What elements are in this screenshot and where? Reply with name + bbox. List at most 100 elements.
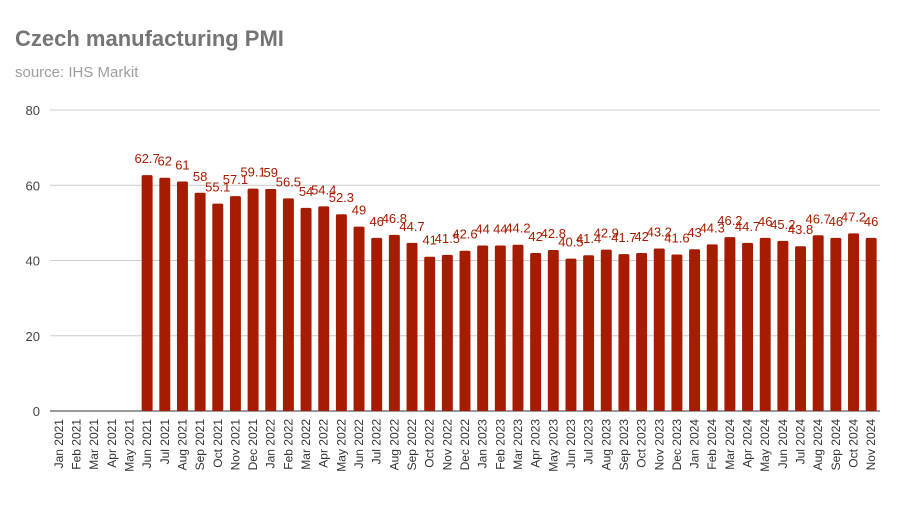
data-label: 46.7 <box>806 211 831 226</box>
x-tick-label: Apr 2022 <box>317 419 331 468</box>
bar <box>671 254 683 411</box>
x-tick-label: Dec 2022 <box>458 419 472 471</box>
bar <box>512 244 524 411</box>
bar <box>777 240 789 411</box>
bar <box>724 237 736 411</box>
x-tick-label: Jan 2024 <box>688 419 702 469</box>
bar <box>865 237 877 411</box>
x-tick-label: Oct 2022 <box>423 419 437 468</box>
data-label: 46.2 <box>717 213 742 228</box>
x-tick-label: Dec 2021 <box>246 419 260 471</box>
x-tick-label: Jan 2022 <box>264 419 278 469</box>
x-tick-label: May 2022 <box>334 419 348 472</box>
bar <box>212 203 224 411</box>
x-tick-label: Aug 2024 <box>811 419 825 471</box>
bar <box>441 254 453 411</box>
data-label: 59 <box>264 165 278 180</box>
x-tick-label: Oct 2023 <box>635 419 649 468</box>
data-label: 42.8 <box>541 226 566 241</box>
y-tick-label: 80 <box>26 103 40 118</box>
data-label: 58 <box>193 169 207 184</box>
x-tick-label: Mar 2024 <box>723 419 737 470</box>
x-tick-label: Jul 2021 <box>158 419 172 465</box>
x-tick-label: Jun 2021 <box>140 419 154 469</box>
bar <box>229 196 241 411</box>
bar <box>176 181 188 411</box>
bar <box>247 188 259 411</box>
chart-title: Czech manufacturing PMI <box>15 26 284 51</box>
bar <box>742 242 754 411</box>
data-label: 44 <box>475 221 489 236</box>
bar <box>300 207 312 411</box>
x-tick-label: Feb 2022 <box>281 419 295 470</box>
data-label: 42 <box>634 229 648 244</box>
x-tick-label: Aug 2022 <box>387 419 401 471</box>
x-tick-label: Nov 2021 <box>228 419 242 471</box>
x-tick-label: Aug 2021 <box>175 419 189 471</box>
data-label: 54.4 <box>311 182 336 197</box>
data-label: 41 <box>422 233 436 248</box>
x-tick-label: Dec 2023 <box>670 419 684 471</box>
bar <box>141 175 153 411</box>
x-tick-label: Mar 2022 <box>299 419 313 470</box>
data-label: 55.1 <box>205 180 230 195</box>
data-label: 54 <box>299 184 313 199</box>
x-tick-label: Feb 2021 <box>69 419 83 470</box>
x-tick-label: Oct 2024 <box>847 419 861 468</box>
bar <box>371 237 383 411</box>
bar <box>406 242 418 411</box>
data-label: 41.4 <box>576 231 601 246</box>
x-tick-label: Jan 2021 <box>52 419 66 469</box>
data-label: 47.2 <box>841 209 866 224</box>
bar <box>494 245 506 411</box>
x-tick-label: Jun 2023 <box>564 419 578 469</box>
x-tick-label: Jul 2022 <box>370 419 384 465</box>
x-tick-label: Sep 2024 <box>829 419 843 471</box>
bar <box>477 245 489 411</box>
data-label: 62 <box>158 154 172 169</box>
x-tick-label: Nov 2024 <box>864 419 878 471</box>
data-label: 42.9 <box>594 226 619 241</box>
bar <box>583 255 595 411</box>
data-label: 43.8 <box>788 222 813 237</box>
data-label: 44.7 <box>735 219 760 234</box>
data-label: 41.6 <box>664 230 689 245</box>
x-tick-label: Oct 2021 <box>211 419 225 468</box>
data-label: 44.3 <box>700 220 725 235</box>
data-label: 41.5 <box>435 231 460 246</box>
x-tick-label: Feb 2023 <box>493 419 507 470</box>
x-tick-label: Nov 2022 <box>440 419 454 471</box>
bar <box>282 198 294 411</box>
bar <box>459 250 471 411</box>
data-label: 46 <box>369 214 383 229</box>
bar <box>600 249 612 411</box>
x-tick-label: Mar 2021 <box>87 419 101 470</box>
data-label: 43 <box>687 225 701 240</box>
bar <box>424 256 436 411</box>
bar <box>706 244 718 411</box>
bar <box>318 206 330 411</box>
data-label: 44 <box>493 221 507 236</box>
x-tick-label: Jul 2023 <box>582 419 596 465</box>
x-tick-label: Aug 2023 <box>599 419 613 471</box>
bar <box>565 258 577 411</box>
x-tick-label: Jun 2024 <box>776 419 790 469</box>
y-tick-label: 60 <box>26 178 40 193</box>
x-tick-label: Feb 2024 <box>705 419 719 470</box>
bar <box>265 189 277 411</box>
y-tick-label: 0 <box>33 404 40 419</box>
x-tick-label: Jul 2024 <box>794 419 808 465</box>
bar <box>636 252 648 411</box>
data-label: 43.2 <box>647 224 672 239</box>
x-tick-label: Sep 2022 <box>405 419 419 471</box>
data-label: 61 <box>175 157 189 172</box>
bar <box>759 237 771 411</box>
data-label: 62.7 <box>134 151 159 166</box>
x-tick-label: Apr 2024 <box>741 419 755 468</box>
data-label: 45.2 <box>770 217 795 232</box>
x-tick-label: Apr 2023 <box>529 419 543 468</box>
data-label: 57.1 <box>223 172 248 187</box>
x-tick-label: Sep 2021 <box>193 419 207 471</box>
data-label: 42 <box>528 229 542 244</box>
